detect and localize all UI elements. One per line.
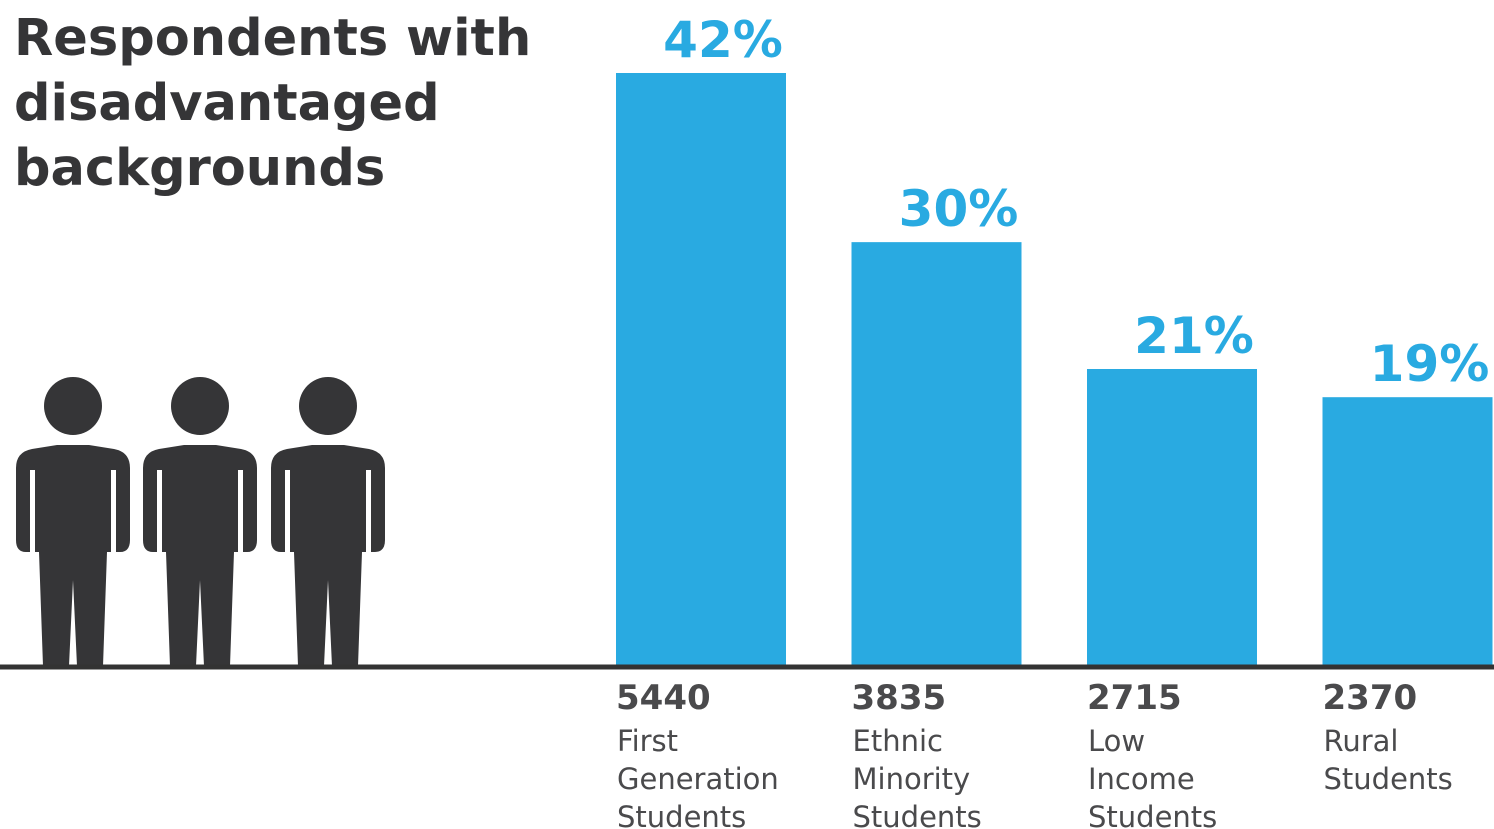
arm-gap <box>285 470 290 552</box>
respondent-count-label: 5440 <box>616 678 711 718</box>
arm-gap <box>111 470 116 552</box>
chart-title-line: disadvantaged <box>14 74 440 133</box>
category-label: Minority <box>853 762 971 796</box>
person-head <box>171 377 229 435</box>
arm-gap <box>238 470 243 552</box>
person-icon <box>271 377 385 666</box>
chart-title-line: Respondents with <box>14 9 532 68</box>
arm-gap <box>157 470 162 552</box>
chart-title-line: backgrounds <box>14 139 386 198</box>
category-label: Generation <box>617 762 779 796</box>
bar-value-label: 21% <box>1134 307 1254 365</box>
category-label: Students <box>1324 762 1453 796</box>
bars-group <box>616 73 1493 665</box>
person-icon <box>16 377 130 666</box>
people-illustration <box>16 377 385 666</box>
bar-value-label: 30% <box>899 180 1019 238</box>
category-labels-group: 5440 First Generation Students 3835 Ethnic Min… <box>616 678 1453 829</box>
respondent-count-label: 2370 <box>1323 678 1418 718</box>
respondent-count-label: 3835 <box>852 678 947 718</box>
bar <box>1087 369 1257 665</box>
percent-labels-group: 42% 30% 21% 19% <box>663 11 1489 393</box>
category-label: Students <box>1088 800 1217 829</box>
person-body <box>16 445 130 666</box>
bar <box>851 242 1022 665</box>
bar <box>1322 397 1493 665</box>
person-icon <box>143 377 257 666</box>
category-label: Income <box>1088 762 1195 796</box>
person-body <box>143 445 257 666</box>
person-head <box>44 377 102 435</box>
bar-value-label: 42% <box>663 11 783 69</box>
arm-gap <box>30 470 35 552</box>
category-label: First <box>617 724 678 758</box>
person-body <box>271 445 385 666</box>
category-label: Students <box>617 800 746 829</box>
category-label: Students <box>853 800 982 829</box>
category-label: Ethnic <box>853 724 943 758</box>
person-head <box>299 377 357 435</box>
bar-value-label: 19% <box>1370 335 1490 393</box>
arm-gap <box>366 470 371 552</box>
category-label: Low <box>1088 724 1145 758</box>
respondent-count-label: 2715 <box>1087 678 1182 718</box>
category-label: Rural <box>1324 724 1399 758</box>
chart-title: Respondents with disadvantaged backgroun… <box>14 6 574 201</box>
bar <box>616 73 786 665</box>
